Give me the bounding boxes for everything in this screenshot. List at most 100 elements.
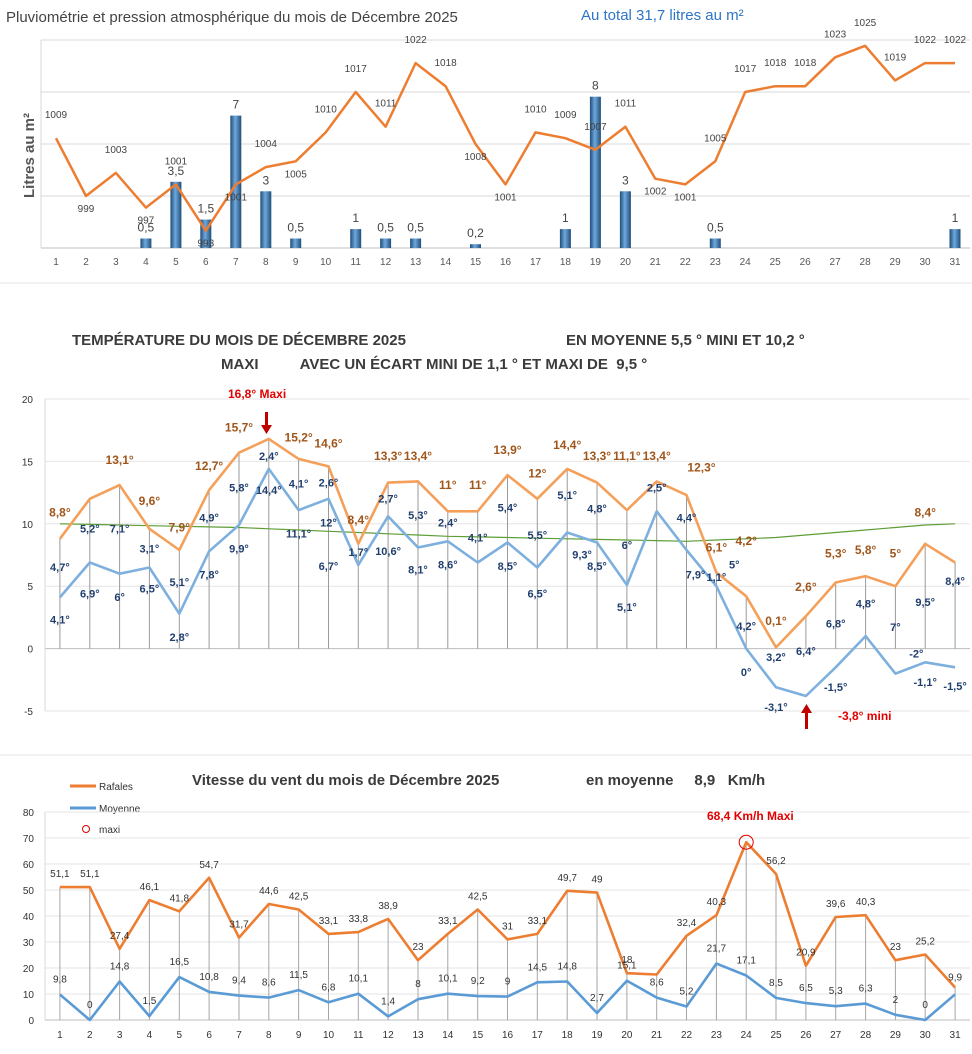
- temp-max-value-label: 13,3°: [374, 449, 402, 463]
- wind-gust-value-label: 41,8: [170, 893, 190, 904]
- temp-min-value-label: 6,7°: [319, 561, 339, 573]
- wind-average-value-label: 6,5: [799, 983, 813, 994]
- temp-min-value-label: 6,8°: [826, 618, 846, 630]
- wind-y-tick: 50: [23, 886, 35, 897]
- pressure-value-label: 1005: [285, 169, 308, 180]
- temp-max-value-label: 11°: [439, 478, 457, 492]
- wind-day-label: 19: [591, 1030, 603, 1041]
- temp-max-value-label: 7,9°: [169, 520, 191, 534]
- temp-min-value-label: 14,4°: [256, 485, 282, 497]
- wind-day-label: 6: [206, 1030, 212, 1041]
- temp-min-value-label: 2,4°: [438, 517, 458, 529]
- temp-max-value-label: 14,6°: [314, 437, 342, 451]
- temp-min-value-label: -1,1°: [914, 677, 937, 689]
- temp-min-value-label: 5,2°: [80, 524, 100, 536]
- rain-day-label: 12: [380, 257, 392, 268]
- rain-bar: [290, 238, 302, 248]
- wind-gust-value-label: 42,5: [289, 892, 309, 903]
- pressure-value-label: 1017: [345, 64, 368, 75]
- rain-bar: [589, 96, 601, 248]
- wind-average-value-label: 5,3: [829, 986, 843, 997]
- temp-max-value-label: 11°: [469, 478, 487, 492]
- temp-max-value-label: 9,6°: [139, 494, 161, 508]
- temp-max-label: 16,8° Maxi: [228, 387, 286, 401]
- wind-day-label: 9: [296, 1030, 302, 1041]
- wind-gust-value-label: 31,7: [229, 920, 249, 931]
- wind-day-label: 22: [681, 1030, 693, 1041]
- pressure-value-label: 1018: [764, 58, 787, 69]
- wind-average-value-label: 5,2: [680, 987, 694, 998]
- wind-gust-value-label: 46,1: [140, 882, 160, 893]
- temp-max-value-label: 0,1°: [765, 614, 787, 628]
- rain-value-label: 3,5: [168, 164, 185, 178]
- wind-gust-value-label: 23: [412, 942, 424, 953]
- pressure-value-label: 1011: [375, 99, 397, 110]
- temp-min-value-label: 5,4°: [498, 502, 518, 514]
- rain-day-label: 4: [143, 257, 149, 268]
- temp-min-value-label: 2,4°: [259, 451, 279, 463]
- rain-value-label: 3: [262, 173, 269, 187]
- rain-day-label: 28: [860, 257, 872, 268]
- pressure-value-label: 1002: [644, 187, 667, 198]
- temp-min-value-label: -3,1°: [764, 702, 787, 714]
- wind-day-label: 1: [57, 1030, 63, 1041]
- rain-value-label: 1: [952, 211, 959, 225]
- temp-max-value-label: 15,7°: [225, 420, 253, 434]
- temp-min-value-label: 7,8°: [199, 570, 219, 582]
- temp-min-value-label: 5,1°: [557, 490, 577, 502]
- rain-day-label: 20: [620, 257, 632, 268]
- wind-gust-value-label: 40,3: [707, 897, 727, 908]
- wind-gust-value-label: 25,2: [915, 937, 935, 948]
- wind-average-value-label: 9,9: [948, 972, 962, 983]
- temp-min-value-label: 4,4°: [677, 512, 697, 524]
- rain-bar: [170, 181, 182, 248]
- temp-max-value-label: 15,2°: [285, 430, 313, 444]
- temp-min-marker: -3,8° mini: [801, 704, 891, 729]
- temp-min-value-label: 5,3°: [408, 510, 428, 522]
- wind-day-label: 16: [502, 1030, 514, 1041]
- temperature-chart: TEMPÉRATURE DU MOIS DE DÉCEMBRE 2025 EN …: [22, 332, 970, 729]
- temp-gridlines: 20 15 10 5 0 -5: [22, 395, 970, 718]
- wind-day-label: 30: [920, 1030, 932, 1041]
- pressure-value-label: 1010: [315, 104, 338, 115]
- wind-day-label: 24: [741, 1030, 753, 1041]
- wind-average-value-label: 9,2: [471, 976, 485, 987]
- wind-gust-value-label: 42,5: [468, 892, 488, 903]
- temp-y-tick: -5: [24, 707, 33, 718]
- wind-day-label: 12: [383, 1030, 395, 1041]
- rain-chart-title: Pluviométrie et pression atmosphérique d…: [6, 9, 458, 26]
- temp-min-value-label: 4,1°: [468, 532, 488, 544]
- rain-value-label: 7: [232, 98, 239, 112]
- wind-max-label: 68,4 Km/h Maxi: [707, 809, 794, 823]
- pressure-line: [54, 44, 955, 232]
- temp-min-value-label: 4,2°: [736, 621, 756, 633]
- wind-lines: [59, 834, 957, 1022]
- wind-day-label: 10: [323, 1030, 335, 1041]
- temp-min-arrow-shaft: [805, 712, 808, 729]
- wind-gust-value-label: 33,8: [349, 914, 369, 925]
- pressure-value-label: 1005: [704, 133, 727, 144]
- temp-min-value-label: 7°: [890, 622, 901, 634]
- rain-bar: [350, 229, 362, 248]
- temp-min-arrow-head: [801, 704, 812, 713]
- rain-value-label: 0,2: [467, 226, 484, 240]
- rain-day-label: 5: [173, 257, 179, 268]
- pressure-value-label: 1018: [794, 58, 817, 69]
- rain-bar: [470, 244, 481, 248]
- wind-gust-value-label: 18: [621, 955, 633, 966]
- wind-y-tick: 10: [23, 990, 35, 1001]
- wind-day-label: 23: [711, 1030, 723, 1041]
- temp-min-value-label: 2,6°: [319, 477, 339, 489]
- wind-average-value-label: 9,8: [53, 975, 67, 986]
- pressure-value-label: 1001: [225, 192, 248, 203]
- rain-y-axis-label: Litres au m²: [21, 113, 38, 198]
- temp-min-value-label: 4,7°: [50, 562, 70, 574]
- legend-rafales-label: Rafales: [99, 782, 133, 793]
- legend-maxi-label: maxi: [99, 825, 120, 836]
- temp-min-value-label: 0°: [741, 667, 752, 679]
- rain-day-label: 8: [263, 257, 269, 268]
- temp-max-value-label: 13,3°: [583, 449, 611, 463]
- wind-gust-value-label: 39,6: [826, 899, 846, 910]
- rain-bar: [140, 238, 152, 248]
